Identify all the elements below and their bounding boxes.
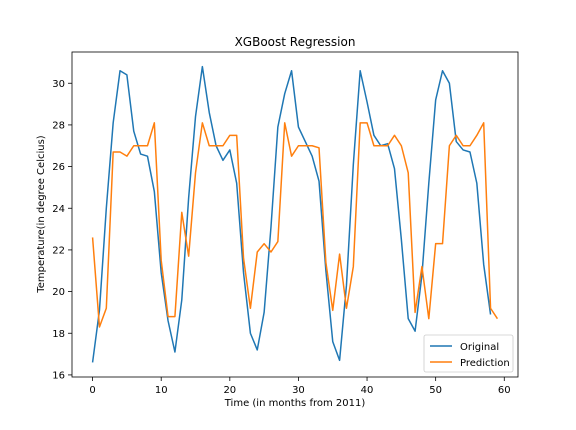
x-tick-label: 50 <box>429 385 442 396</box>
y-tick-label: 24 <box>52 204 65 215</box>
y-tick-label: 18 <box>52 329 65 340</box>
y-tick-label: 20 <box>52 287 65 298</box>
series-line-original <box>91 65 492 363</box>
y-tick-label: 26 <box>52 162 65 173</box>
series-layer <box>91 65 499 363</box>
legend: Original Prediction <box>423 334 514 373</box>
plot-frame <box>71 51 519 378</box>
x-tick-label: 10 <box>155 385 168 396</box>
legend-prediction-label: Prediction <box>460 358 510 369</box>
y-axis-label: Temperature(in degree Celcius) <box>36 135 47 294</box>
y-tick-label: 16 <box>52 370 65 381</box>
legend-original-label: Original <box>460 342 499 353</box>
x-axis-ticks: 0 10 20 30 40 50 60 <box>89 377 511 396</box>
series-line-prediction <box>91 122 499 328</box>
y-tick-label: 22 <box>52 245 65 256</box>
x-axis-label: Time (in months from 2011) <box>224 398 366 409</box>
x-tick-label: 40 <box>361 385 374 396</box>
chart-title: XGBoost Regression <box>235 35 356 49</box>
y-tick-label: 28 <box>52 120 65 131</box>
x-tick-label: 0 <box>89 385 95 396</box>
x-tick-label: 60 <box>498 385 511 396</box>
y-tick-label: 30 <box>52 79 65 90</box>
x-tick-label: 20 <box>223 385 236 396</box>
y-axis-ticks: 16 18 20 22 24 26 28 30 <box>52 79 72 381</box>
x-tick-label: 30 <box>292 385 305 396</box>
plot-area: 0 10 20 30 40 50 60 16 18 20 22 24 26 28 30 <box>52 51 519 396</box>
